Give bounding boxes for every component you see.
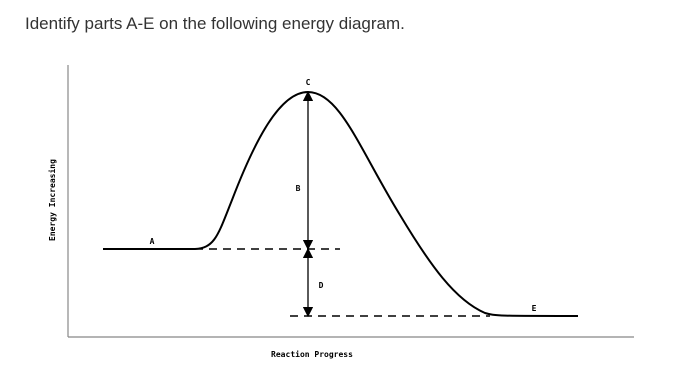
label-e: E [532,304,537,313]
question-text: Identify parts A-E on the following ener… [25,14,405,33]
label-c: C [306,78,311,87]
label-a: A [150,237,155,246]
y-axis-label: Energy Increasing [47,159,57,241]
x-axis-label: Reaction Progress [271,349,353,359]
label-d: D [319,281,324,290]
label-b: B [296,184,301,193]
energy-curve [103,90,579,317]
